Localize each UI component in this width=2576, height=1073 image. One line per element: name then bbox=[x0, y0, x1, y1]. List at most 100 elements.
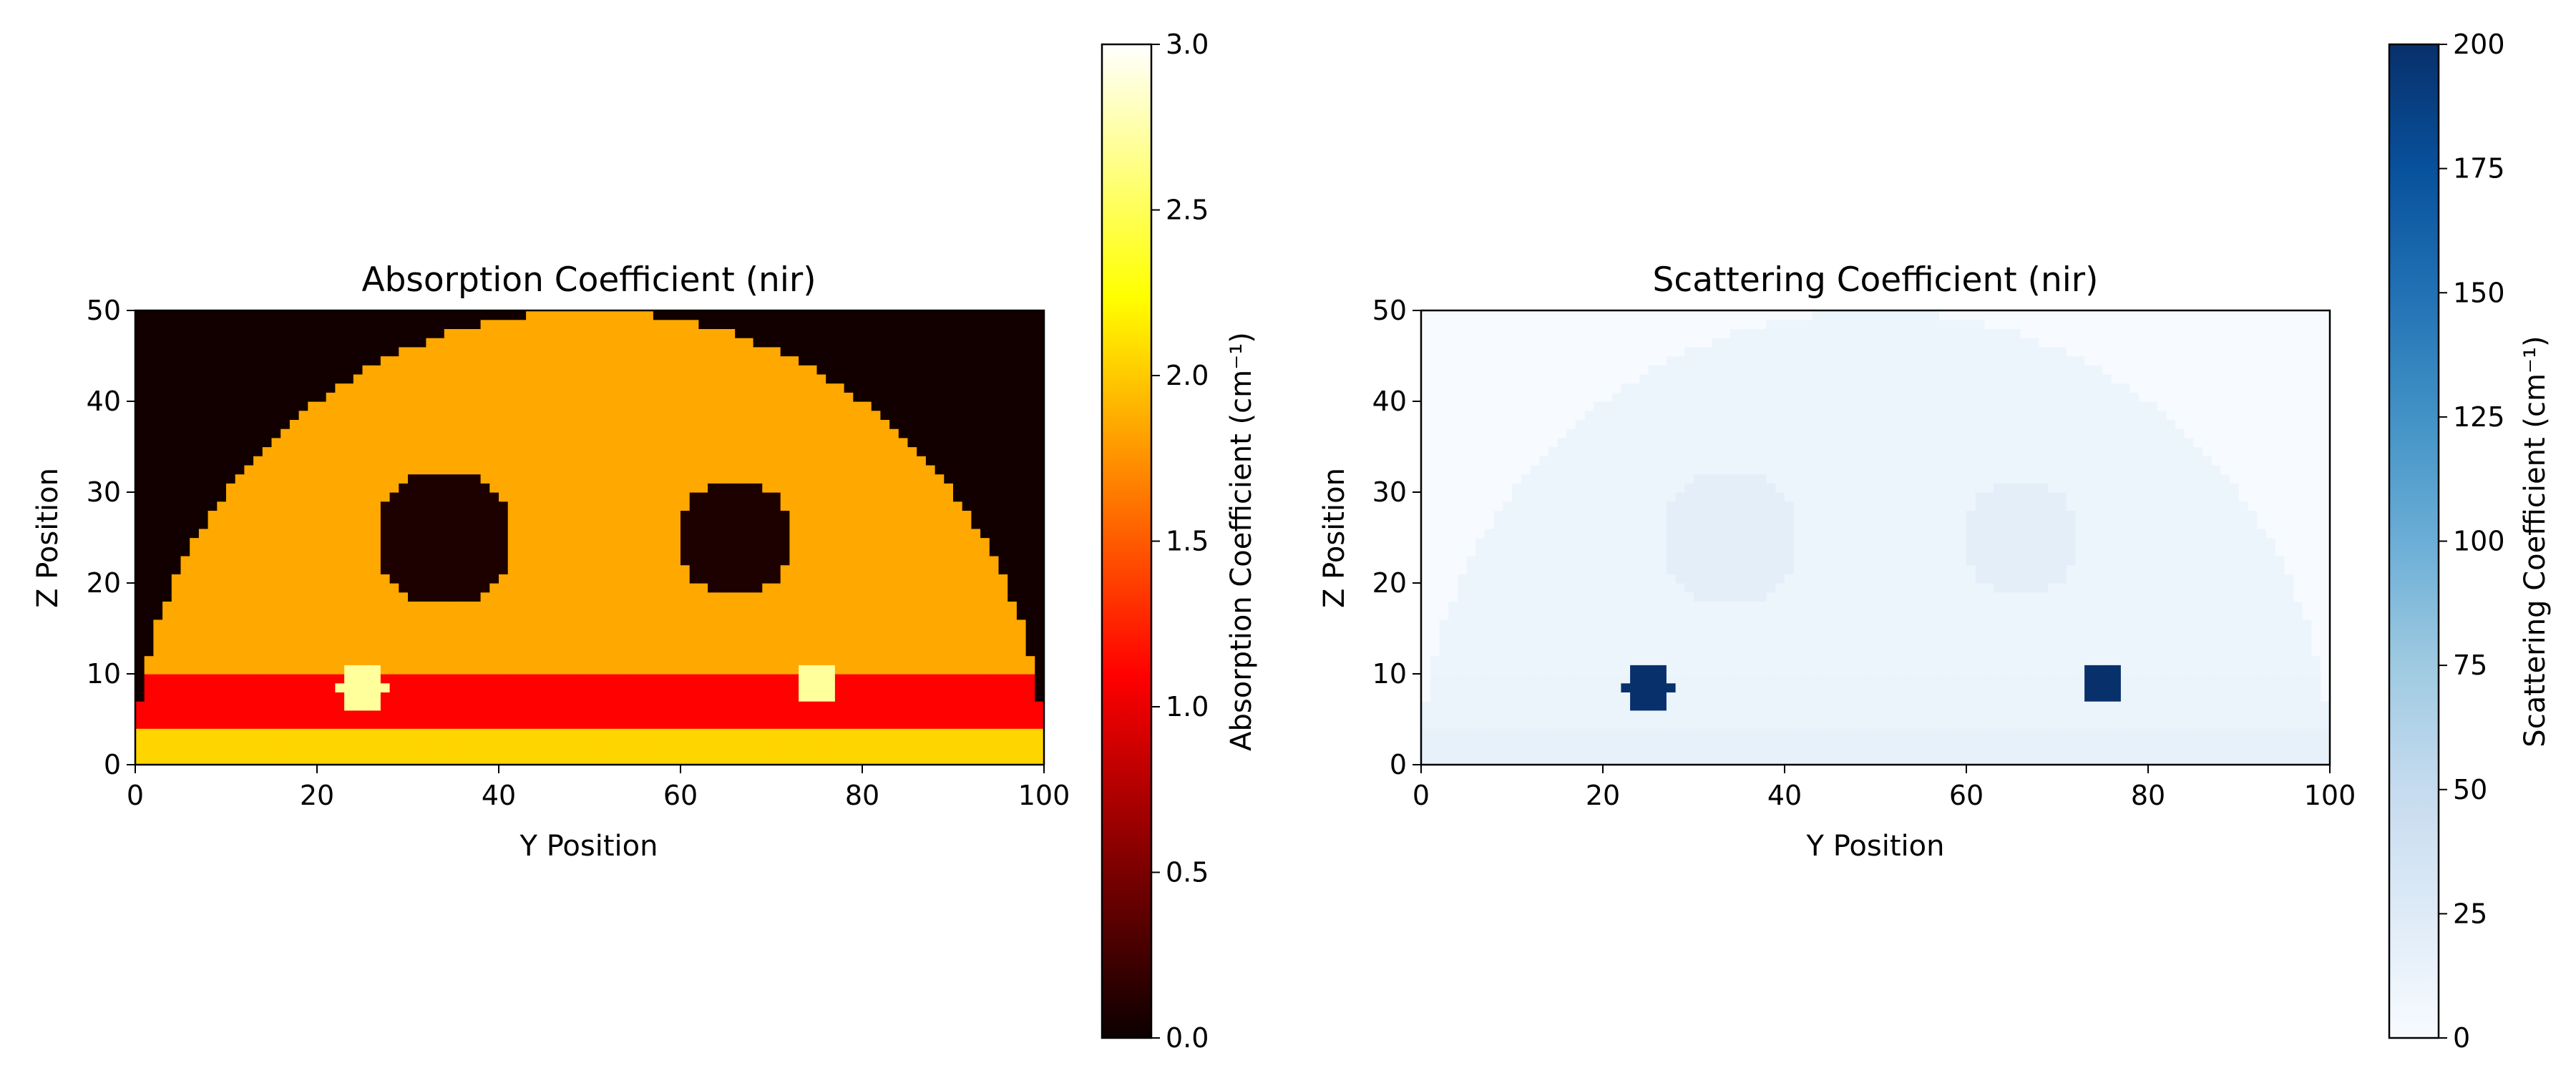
heatmap-cell bbox=[753, 310, 763, 348]
heatmap-cell bbox=[1675, 492, 1685, 584]
heatmap-cell bbox=[1757, 328, 1767, 475]
scattering-y-axis-label: Z Position bbox=[1318, 468, 1351, 608]
heatmap-cell bbox=[917, 674, 927, 729]
heatmap-cell bbox=[1884, 310, 1894, 675]
heatmap-cell bbox=[2066, 674, 2076, 729]
heatmap-cell bbox=[289, 310, 300, 420]
heatmap-cell bbox=[453, 674, 463, 729]
heatmap-cell bbox=[1766, 728, 1776, 765]
heatmap-cell bbox=[1775, 492, 1785, 584]
heatmap-cell bbox=[135, 701, 145, 729]
heatmap-cell bbox=[1812, 674, 1822, 729]
heatmap-cell bbox=[1775, 728, 1785, 765]
heatmap-cell bbox=[335, 674, 345, 684]
heatmap-cell bbox=[789, 728, 799, 765]
heatmap-cell bbox=[1812, 728, 1822, 765]
heatmap-cell bbox=[298, 728, 308, 765]
y-tick-label: 50 bbox=[87, 295, 121, 326]
heatmap-cell bbox=[989, 728, 1000, 765]
heatmap-cell bbox=[726, 483, 736, 593]
heatmap-cell bbox=[208, 728, 218, 765]
heatmap-cell bbox=[2120, 674, 2131, 729]
heatmap-cell bbox=[1903, 674, 1913, 729]
heatmap-cell bbox=[2102, 373, 2112, 665]
heatmap-cell bbox=[708, 483, 718, 593]
heatmap-cell bbox=[1521, 310, 1531, 475]
heatmap-cell bbox=[298, 674, 308, 729]
heatmap-cell bbox=[362, 710, 372, 729]
heatmap-cell bbox=[726, 674, 736, 729]
heatmap-cell bbox=[1521, 728, 1531, 765]
heatmap-cell bbox=[335, 728, 345, 765]
colorbar-tick-label: 25 bbox=[2453, 898, 2487, 929]
heatmap-cell bbox=[1648, 710, 1658, 729]
heatmap-cell bbox=[590, 674, 600, 729]
x-tick-label: 20 bbox=[1586, 780, 1620, 811]
heatmap-cell bbox=[1785, 728, 1795, 765]
heatmap-cell bbox=[208, 310, 218, 511]
heatmap-cell bbox=[1766, 310, 1776, 320]
heatmap-cell bbox=[662, 674, 672, 729]
heatmap-cell bbox=[1648, 365, 1658, 665]
heatmap-cell bbox=[1766, 674, 1776, 729]
heatmap-cell bbox=[880, 310, 890, 420]
heatmap-cell bbox=[1611, 310, 1621, 393]
x-tick-label: 0 bbox=[1413, 780, 1430, 811]
heatmap-cell bbox=[1739, 728, 1749, 765]
heatmap-cell bbox=[1584, 410, 1594, 675]
heatmap-cell bbox=[1594, 310, 1604, 402]
heatmap-cell bbox=[617, 728, 627, 765]
heatmap-cell bbox=[2048, 583, 2058, 675]
heatmap-cell bbox=[816, 310, 826, 375]
heatmap-cell bbox=[571, 310, 581, 675]
heatmap-cell bbox=[1748, 310, 1758, 329]
heatmap-cell bbox=[2321, 701, 2331, 729]
heatmap-cell bbox=[2066, 356, 2076, 511]
heatmap-cell bbox=[480, 483, 490, 593]
heatmap-cell bbox=[2029, 338, 2040, 484]
heatmap-cell bbox=[389, 728, 399, 765]
x-tick-label: 40 bbox=[482, 780, 516, 811]
heatmap-cell bbox=[362, 728, 372, 765]
heatmap-cell bbox=[271, 674, 281, 729]
heatmap-cell bbox=[1503, 728, 1513, 765]
heatmap-cell bbox=[2057, 346, 2067, 493]
heatmap-cell bbox=[1975, 310, 1985, 320]
heatmap-cell bbox=[535, 310, 545, 675]
heatmap-cell bbox=[1448, 310, 1458, 602]
heatmap-cell bbox=[1521, 674, 1531, 729]
heatmap-cell bbox=[2202, 456, 2212, 675]
heatmap-cell bbox=[507, 674, 517, 729]
heatmap-cell bbox=[735, 674, 745, 729]
heatmap-cell bbox=[235, 674, 245, 729]
heatmap-cell bbox=[1611, 392, 1621, 675]
heatmap-cell bbox=[2239, 728, 2249, 765]
heatmap-cell bbox=[1530, 674, 1540, 729]
heatmap-cell bbox=[1575, 419, 1586, 675]
heatmap-cell bbox=[935, 474, 945, 675]
heatmap-cell bbox=[1521, 474, 1531, 675]
heatmap-cell bbox=[743, 592, 754, 675]
scattering-x-ticks: 0 20 40 60 80 100 bbox=[1413, 765, 2356, 811]
heatmap-cell bbox=[1748, 728, 1758, 765]
heatmap-cell bbox=[416, 310, 426, 348]
heatmap-cell bbox=[1893, 728, 1903, 765]
heatmap-cell bbox=[1775, 583, 1785, 675]
heatmap-cell bbox=[689, 583, 699, 675]
heatmap-cell bbox=[1948, 319, 1958, 675]
heatmap-cell bbox=[871, 674, 881, 729]
heatmap-cell bbox=[435, 338, 445, 475]
heatmap-cell bbox=[453, 474, 463, 602]
heatmap-cell bbox=[344, 710, 354, 729]
heatmap-cell bbox=[2002, 592, 2013, 675]
heatmap-cell bbox=[1648, 310, 1658, 366]
heatmap-cell bbox=[1035, 310, 1045, 702]
heatmap-cell bbox=[1530, 464, 1540, 675]
heatmap-cell bbox=[389, 492, 399, 584]
heatmap-cell bbox=[716, 328, 727, 484]
heatmap-cell bbox=[171, 574, 182, 675]
heatmap-cell bbox=[253, 728, 263, 765]
heatmap-cell bbox=[1957, 319, 1967, 675]
heatmap-cell bbox=[1530, 310, 1540, 466]
absorption-y-axis-label: Z Position bbox=[31, 468, 64, 608]
